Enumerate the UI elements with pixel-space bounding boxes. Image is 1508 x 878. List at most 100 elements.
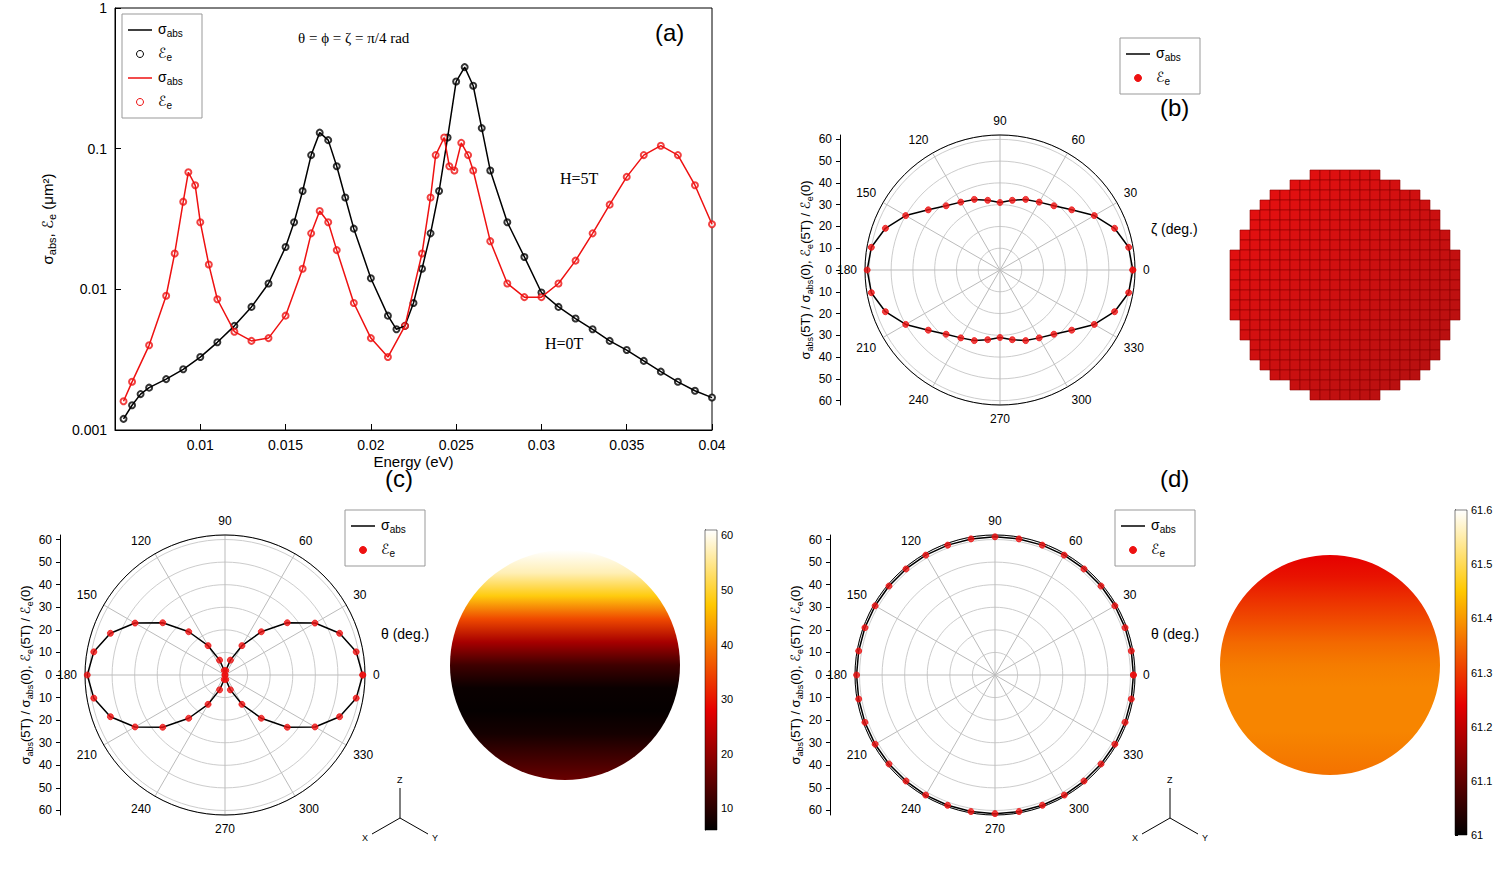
svg-text:210: 210: [856, 341, 876, 355]
svg-text:270: 270: [215, 822, 235, 836]
svg-text:240: 240: [908, 393, 928, 407]
svg-text:σ: σ: [788, 699, 803, 707]
svg-text:40: 40: [39, 758, 53, 772]
svg-text:ℰ: ℰ: [798, 249, 813, 257]
svg-text:40: 40: [819, 176, 833, 190]
svg-text:,: ,: [39, 229, 56, 237]
svg-text:abs: abs: [805, 337, 815, 352]
svg-text:30: 30: [353, 588, 367, 602]
svg-text:σ: σ: [1156, 45, 1165, 61]
svg-text:(0): (0): [788, 585, 803, 601]
svg-text:0.025: 0.025: [439, 437, 474, 453]
svg-text:60: 60: [809, 533, 823, 547]
svg-text:(0),: (0),: [788, 662, 803, 685]
svg-text:330: 330: [1124, 341, 1144, 355]
svg-text:40: 40: [721, 639, 733, 651]
svg-text:(5T) /: (5T) /: [18, 614, 33, 649]
svg-text:(5T) /: (5T) /: [18, 707, 33, 742]
svg-text:e: e: [389, 548, 395, 559]
svg-text:ℰ: ℰ: [18, 606, 33, 614]
svg-text:abs: abs: [46, 237, 58, 255]
svg-text:0: 0: [1143, 263, 1150, 277]
svg-text:abs: abs: [1160, 524, 1176, 535]
svg-text:ℰ: ℰ: [18, 654, 33, 662]
svg-text:61.3: 61.3: [1471, 667, 1492, 679]
svg-text:60: 60: [299, 534, 313, 548]
svg-text:(b): (b): [1160, 94, 1189, 121]
svg-text:0: 0: [45, 668, 52, 682]
svg-text:0.001: 0.001: [72, 422, 107, 438]
svg-text:ℰ: ℰ: [788, 654, 803, 662]
svg-text:(a): (a): [655, 19, 684, 46]
svg-text:e: e: [166, 100, 172, 111]
svg-text:e: e: [166, 52, 172, 63]
svg-text:abs: abs: [25, 684, 35, 699]
svg-text:10: 10: [819, 285, 833, 299]
svg-text:H=0T: H=0T: [545, 335, 584, 352]
svg-text:σ: σ: [18, 699, 33, 707]
svg-text:0.02: 0.02: [357, 437, 384, 453]
svg-text:210: 210: [77, 748, 97, 762]
svg-text:30: 30: [819, 198, 833, 212]
svg-text:1: 1: [99, 0, 107, 16]
svg-text:ℰ: ℰ: [1156, 69, 1164, 85]
svg-text:e: e: [1164, 76, 1170, 87]
svg-text:120: 120: [131, 534, 151, 548]
svg-text:61.5: 61.5: [1471, 558, 1492, 570]
svg-text:X: X: [1132, 833, 1138, 843]
svg-text:σ: σ: [788, 757, 803, 765]
svg-text:60: 60: [39, 803, 53, 817]
svg-text:ℰ: ℰ: [1151, 541, 1159, 557]
svg-text:120: 120: [901, 534, 921, 548]
svg-text:50: 50: [819, 154, 833, 168]
svg-text:150: 150: [847, 588, 867, 602]
svg-text:σ: σ: [1151, 517, 1160, 533]
svg-text:0.03: 0.03: [528, 437, 555, 453]
svg-text:0.04: 0.04: [698, 437, 725, 453]
svg-text:(5T) /: (5T) /: [798, 302, 813, 337]
svg-text:20: 20: [39, 623, 53, 637]
svg-text:61.1: 61.1: [1471, 775, 1492, 787]
svg-text:(5T) /: (5T) /: [798, 209, 813, 244]
svg-text:20: 20: [819, 219, 833, 233]
svg-text:90: 90: [988, 514, 1002, 528]
svg-text:330: 330: [1123, 748, 1143, 762]
svg-text:40: 40: [809, 578, 823, 592]
svg-text:0.035: 0.035: [609, 437, 644, 453]
svg-text:20: 20: [39, 713, 53, 727]
svg-text:0.1: 0.1: [88, 141, 108, 157]
svg-text:61: 61: [1471, 829, 1483, 841]
svg-text:60: 60: [809, 803, 823, 817]
svg-text:σ: σ: [158, 21, 167, 37]
svg-text:Y: Y: [432, 833, 438, 843]
svg-text:270: 270: [985, 822, 1005, 836]
svg-text:0: 0: [815, 668, 822, 682]
svg-text:(μm²): (μm²): [39, 174, 56, 214]
svg-text:40: 40: [809, 758, 823, 772]
svg-text:150: 150: [77, 588, 97, 602]
svg-text:H=5T: H=5T: [560, 170, 599, 187]
svg-text:300: 300: [1069, 802, 1089, 816]
svg-text:90: 90: [993, 114, 1007, 128]
svg-text:50: 50: [721, 584, 733, 596]
svg-text:0.015: 0.015: [268, 437, 303, 453]
svg-text:abs: abs: [795, 742, 805, 757]
svg-text:40: 40: [819, 350, 833, 364]
svg-text:210: 210: [847, 748, 867, 762]
svg-text:10: 10: [721, 802, 733, 814]
svg-text:0.01: 0.01: [187, 437, 214, 453]
svg-text:abs: abs: [167, 28, 183, 39]
svg-text:Z: Z: [1167, 775, 1173, 785]
svg-text:σ: σ: [18, 757, 33, 765]
svg-text:10: 10: [39, 645, 53, 659]
svg-text:abs: abs: [805, 279, 815, 294]
svg-text:(0): (0): [798, 180, 813, 196]
svg-text:σ: σ: [381, 517, 390, 533]
svg-text:50: 50: [809, 781, 823, 795]
svg-text:20: 20: [809, 713, 823, 727]
svg-text:30: 30: [39, 600, 53, 614]
svg-text:61.6: 61.6: [1471, 504, 1492, 516]
svg-text:θ = ϕ = ζ = π/4 rad: θ = ϕ = ζ = π/4 rad: [298, 30, 410, 46]
svg-text:ℰ: ℰ: [39, 220, 56, 229]
svg-text:Z: Z: [397, 775, 403, 785]
